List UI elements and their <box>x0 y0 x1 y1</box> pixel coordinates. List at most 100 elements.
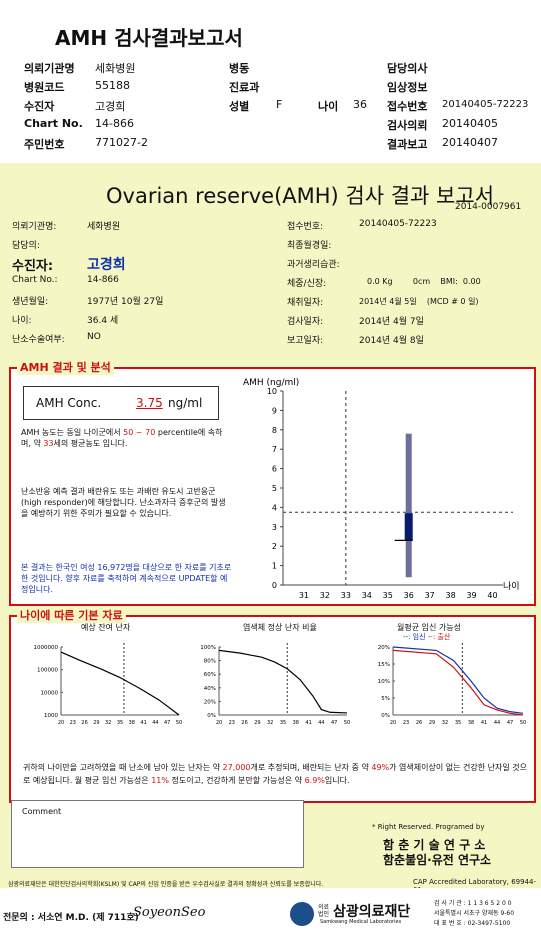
y-tick-label: 10000 <box>41 690 59 696</box>
normal-chromosome-chart: 100% 80% 60% 40% 20% 0%20 23 26 29 32 35 38 41 44 47 50 <box>200 643 350 726</box>
age-data-panel: 나이에 따른 기본 자료 예상 잔여 난자 염색체 정상 난자 비율 월평균 임… <box>9 607 536 803</box>
org-name-2: 함춘불임·유전 연구소 <box>383 853 492 867</box>
specialist-name: 전문의 : 서소연 M.D. (제 711호) <box>3 913 139 923</box>
y-tick-label: 100% <box>200 645 216 651</box>
amh-conc-value: 3.75 <box>136 396 163 410</box>
x-tick-label: 32 <box>442 720 448 726</box>
info-label: 수진자: <box>12 259 54 274</box>
age-section-title: 나이에 따른 기본 자료 <box>17 607 126 623</box>
info-value: 36.4 세 <box>87 316 119 326</box>
text-fragment: AMH 농도는 동일 나이군에서 <box>21 428 121 437</box>
receipt-label: 접수번호 <box>387 100 428 113</box>
series-line <box>218 649 348 714</box>
pregnancy-pct: 11% <box>151 776 169 785</box>
patient-name: 고경희 <box>87 257 126 273</box>
x-tick-label: 50 <box>520 720 526 726</box>
x-tick-label: 38 <box>468 720 474 726</box>
y-tick-label: 0 <box>272 581 277 590</box>
info-value: 세화병원 <box>87 222 121 232</box>
info-label: 검사일자: <box>287 317 324 327</box>
footer-bar: 전문의 : 서소연 M.D. (제 711호) SoyeonSeo 의료법인 삼… <box>0 888 541 944</box>
requester-label: 의뢰기관명 <box>24 62 75 75</box>
signature: SoyeonSeo <box>133 905 206 920</box>
x-tick-label: 41 <box>305 720 311 726</box>
series-line <box>392 649 524 716</box>
text-fragment: 가 염색체이상이 없는 건강한 난자일 것으로 예상됩니다. 월 평균 임신 가… <box>23 763 527 785</box>
page-title: AMH 검사결과보고서 <box>55 26 243 50</box>
info-label: 나이: <box>12 316 32 326</box>
y-tick-label: 80% <box>204 659 216 665</box>
y-tick-label: 3 <box>272 523 277 532</box>
chart-ylabel: AMH (ng/ml) <box>243 378 299 388</box>
y-tick-label: 40% <box>204 686 216 692</box>
birth-pct: 6.9% <box>304 776 325 785</box>
age-summary-text: 귀하의 나이만을 고려하였을 때 난소에 남아 있는 난자는 약 27,000개… <box>23 761 531 787</box>
info-label: 담당의: <box>12 241 40 251</box>
patient-value: 고경희 <box>95 100 126 113</box>
x-ticks: 31 32 33 34 35 36 37 38 39 40 <box>299 591 498 600</box>
amh-conc-box: AMH Conc. 3.75 ng/ml <box>23 386 219 420</box>
info-value: NO <box>87 332 101 342</box>
y-tick-label: 15% <box>378 662 390 668</box>
rights-text: * Right Reserved. Programed by <box>372 823 485 831</box>
y-tick-label: 1 <box>272 562 277 571</box>
hospital-code-label: 병원코드 <box>24 81 65 94</box>
x-tick-label: 50 <box>176 720 182 726</box>
y-tick-label: 10% <box>378 679 390 685</box>
series-line <box>60 651 180 716</box>
info-label: 최종월경일: <box>287 241 332 251</box>
x-tick-label: 35 <box>117 720 123 726</box>
amh-analysis-panel: AMH 결과 및 분석 AMH Conc. 3.75 ng/ml AMH 농도는… <box>9 359 536 606</box>
chart-label: Chart No. <box>24 117 83 130</box>
x-tick-label: 38 <box>293 720 299 726</box>
chart3-legend: --: 임신 --: 출산 <box>403 633 451 641</box>
x-tick-label: 33 <box>341 591 351 600</box>
rrn-value: 771027-2 <box>95 136 148 149</box>
amh-response-text: 난소반응 예측 결과 배란유도 또는 과배란 유도시 고반응군 (high re… <box>21 487 226 518</box>
y-tick-label: 5 <box>272 484 277 493</box>
x-tick-label: 35 <box>383 591 393 600</box>
request-date-value: 20140405 <box>442 117 498 130</box>
x-tick-label: 34 <box>362 591 372 600</box>
y-ticks: 0 1 2 3 4 5 6 7 8 9 10 <box>267 387 283 590</box>
comment-box: Comment <box>11 800 304 868</box>
text-fragment: percentile에 속하며, 약 <box>21 428 223 448</box>
x-tick-label: 23 <box>403 720 409 726</box>
x-tick-label: 20 <box>216 720 222 726</box>
x-tick-label: 20 <box>390 720 396 726</box>
y-tick-label: 20% <box>378 645 390 651</box>
x-tick-label: 29 <box>429 720 435 726</box>
y-tick-label: 1000 <box>44 713 58 719</box>
doctor-label: 담당의사 <box>387 62 428 75</box>
info-value: 1977년 10월 27일 <box>87 297 164 307</box>
rrn-label: 주민번호 <box>24 138 65 151</box>
x-tick-label: 26 <box>416 720 422 726</box>
x-tick-label: 35 <box>280 720 286 726</box>
x-tick-label: 32 <box>320 591 330 600</box>
info-label: 체중/신장: <box>287 279 327 289</box>
x-tick-label: 36 <box>404 591 414 600</box>
chart2-title: 염색체 정상 난자 비율 <box>243 623 317 632</box>
text-fragment: 정도이고, 건강하게 분만할 가능성은 약 <box>171 776 303 785</box>
ward-label: 병동 <box>229 62 250 75</box>
dept-label: 진료과 <box>229 81 260 94</box>
info-label: Chart No.: <box>12 275 58 285</box>
x-tick-label: 32 <box>267 720 273 726</box>
x-tick-label: 29 <box>254 720 260 726</box>
info-label: 보고일자: <box>287 336 324 346</box>
normal-egg-pct: 49% <box>371 763 390 772</box>
y-tick-label: 6 <box>272 465 277 474</box>
sex-label: 성별 <box>229 100 250 113</box>
info-value: 0.0 Kg 0cm BMI: 0.00 <box>367 277 481 286</box>
x-tick-label: 38 <box>129 720 135 726</box>
chart-value: 14-866 <box>95 117 134 130</box>
x-tick-label: 40 <box>487 591 497 600</box>
report-title: Ovarian reserve(AMH) 검사 결과 보고서 <box>106 184 495 208</box>
x-tick-label: 37 <box>425 591 435 600</box>
info-label: 생년월일: <box>12 297 49 307</box>
x-tick-label: 20 <box>58 720 64 726</box>
comment-label: Comment <box>22 807 62 816</box>
y-tick-label: 8 <box>272 426 277 435</box>
x-tick-label: 35 <box>455 720 461 726</box>
